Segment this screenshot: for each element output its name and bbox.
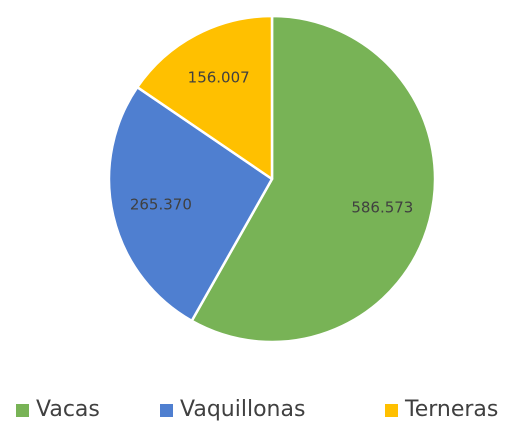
pie-slice	[107, 85, 274, 323]
legend-label: Vaquillonas	[180, 397, 305, 422]
data-label: 586.573	[351, 199, 413, 217]
pie-slice	[136, 14, 274, 181]
legend-label: Vacas	[36, 397, 100, 422]
legend-swatch	[160, 404, 173, 417]
legend-swatch	[16, 404, 29, 417]
pie-slice	[190, 14, 437, 344]
data-label: 156.007	[188, 69, 250, 87]
legend-label: Terneras	[404, 397, 498, 422]
data-label: 265.370	[130, 195, 192, 213]
legend-swatch	[385, 404, 398, 417]
